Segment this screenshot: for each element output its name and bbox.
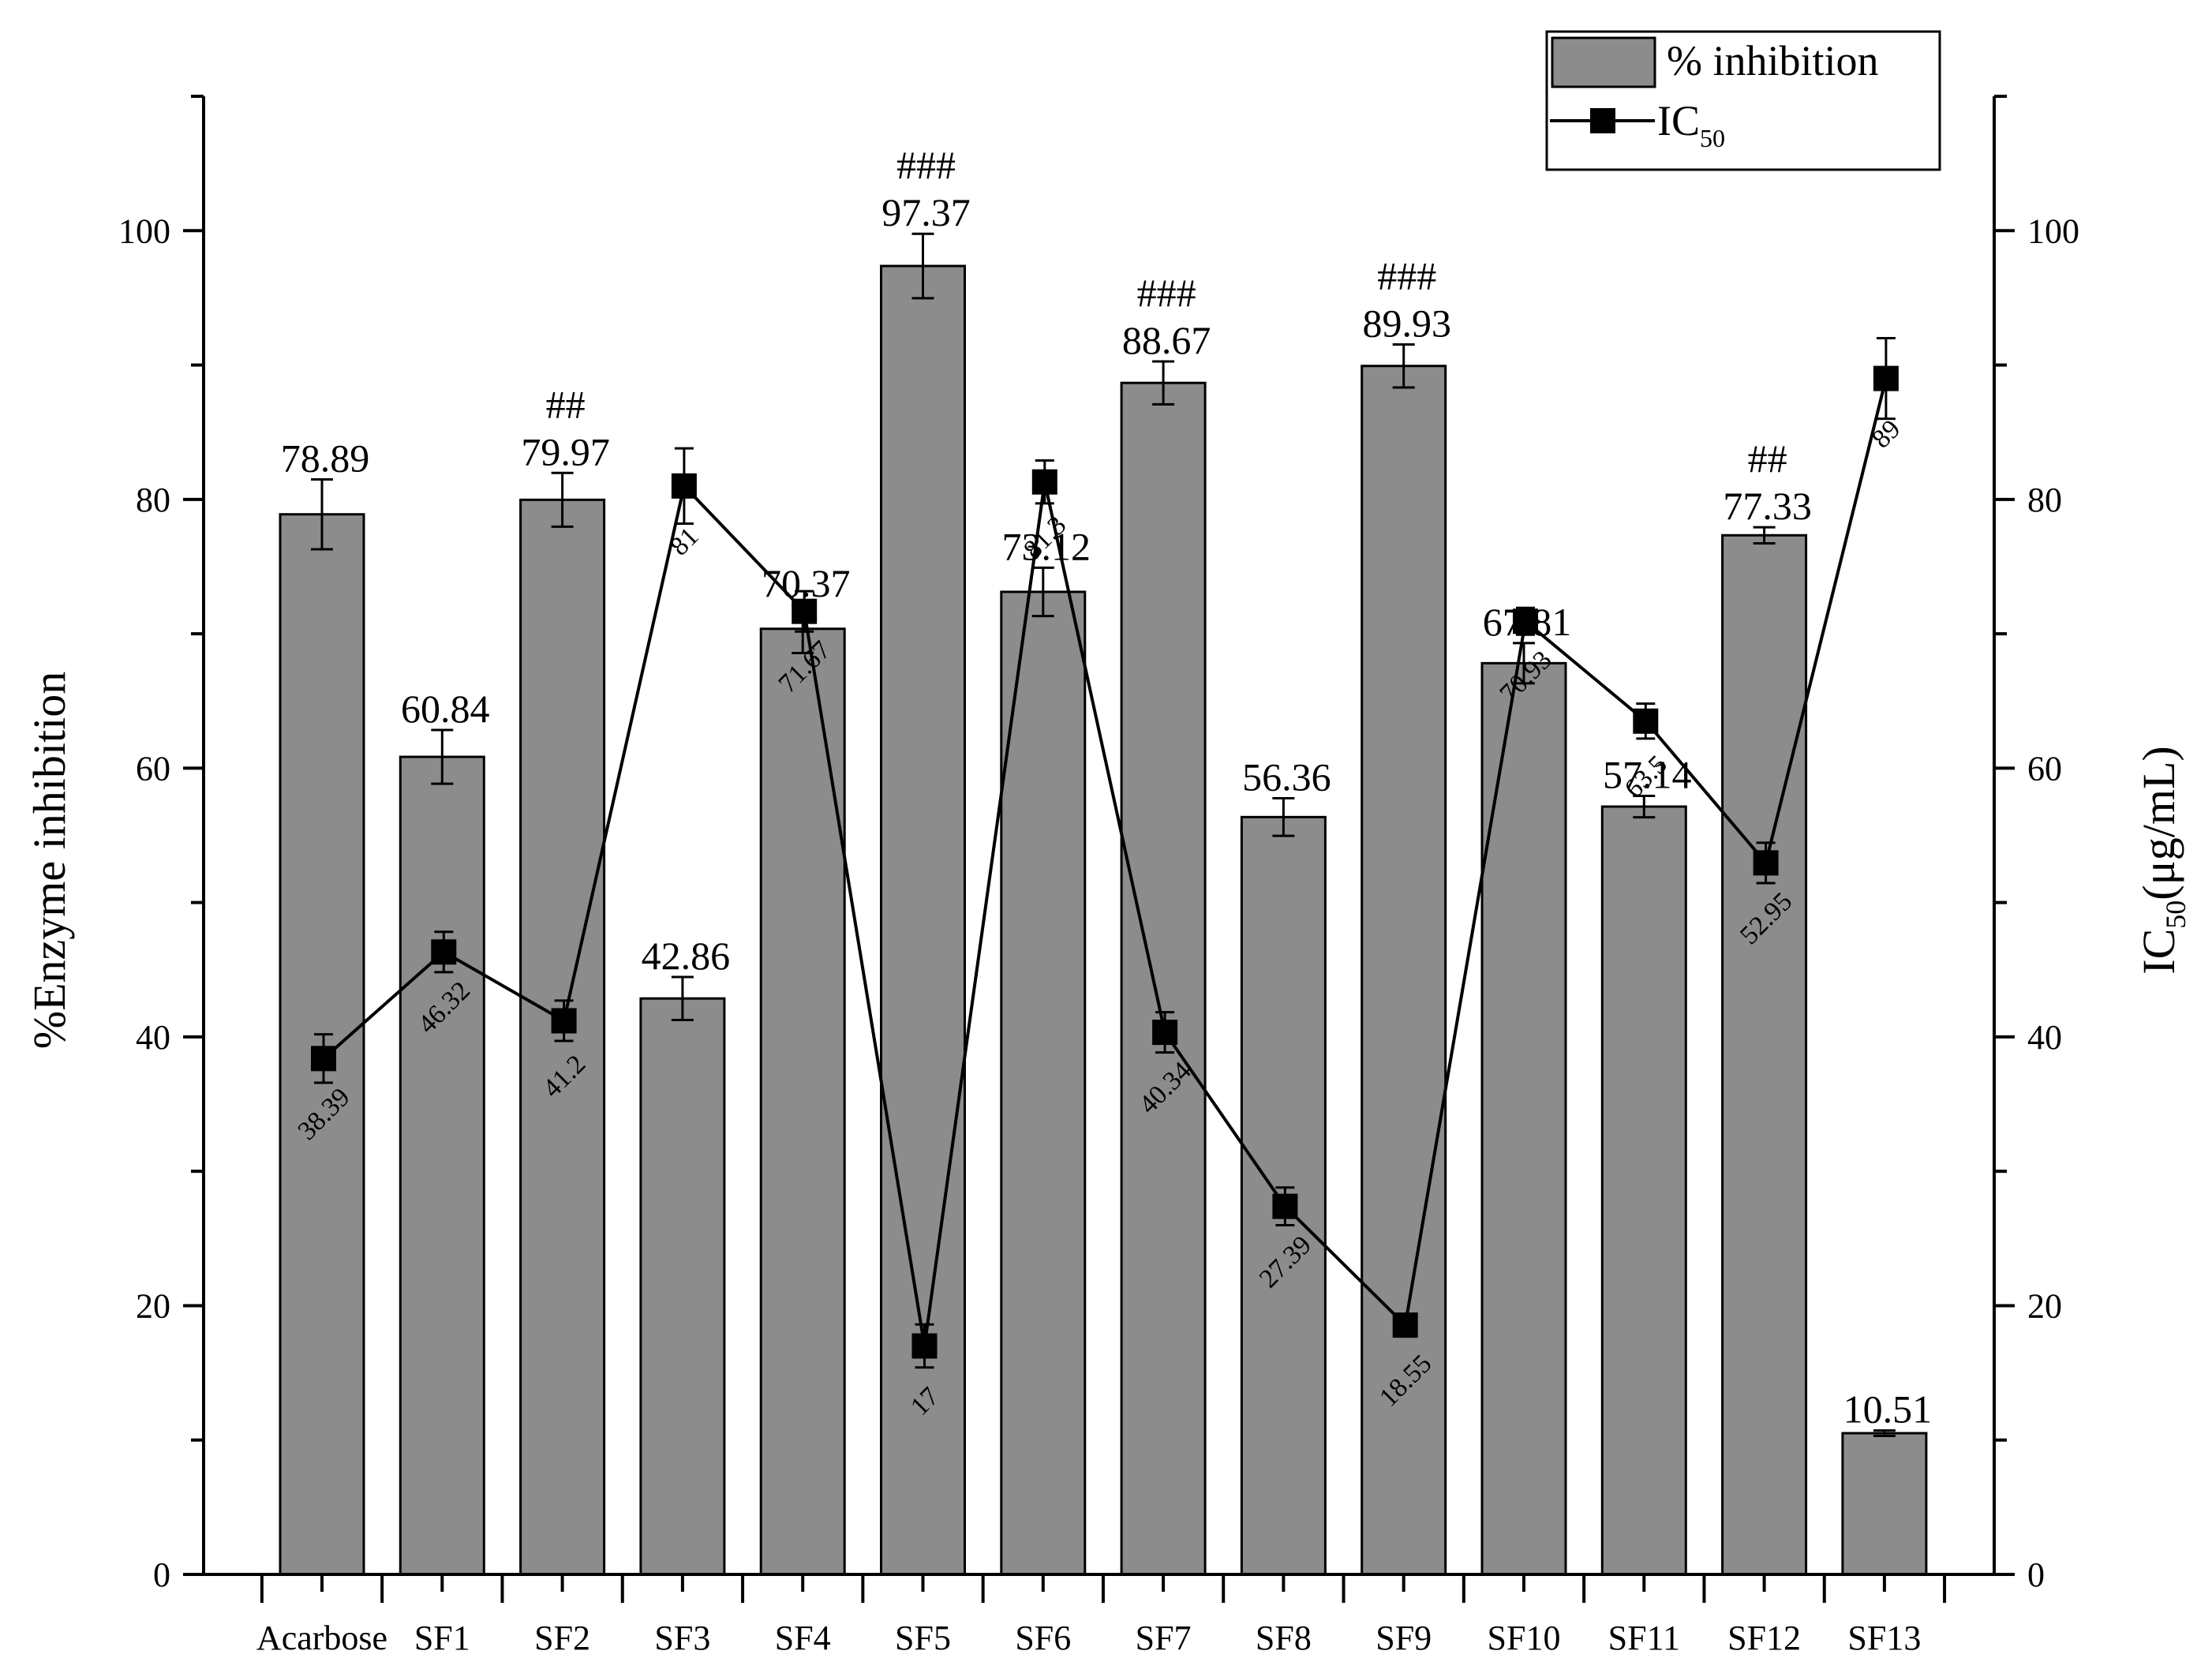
ic50-point-SF4 bbox=[792, 598, 818, 624]
ic50-point-SF9 bbox=[1392, 1312, 1418, 1338]
bar-value-label: 78.89 bbox=[281, 436, 370, 480]
bar-value-label: 97.37 bbox=[881, 190, 971, 234]
bar-value-label: 77.33 bbox=[1723, 484, 1812, 528]
bar-SF12 bbox=[1721, 533, 1808, 1576]
x-category-label: SF2 bbox=[534, 1619, 590, 1657]
x-category-label: SF7 bbox=[1136, 1619, 1192, 1657]
ic50-point-SF10 bbox=[1513, 608, 1538, 634]
x-category-label: SF9 bbox=[1375, 1619, 1432, 1657]
ic50-point-SF2 bbox=[551, 1008, 577, 1034]
bar-SF5 bbox=[880, 264, 966, 1576]
x-category-label: SF6 bbox=[1015, 1619, 1071, 1657]
x-category-label: Acarbose bbox=[256, 1619, 387, 1657]
axes-layer: 0 20 40 60 80 100 0 20 40 60 80 100 Acarbose SF1 SF2 SF… bbox=[118, 95, 2079, 1657]
bar-SF11 bbox=[1600, 805, 1687, 1576]
ic50-series-line bbox=[322, 378, 1888, 1346]
significance-label: ### bbox=[896, 143, 956, 187]
y-tick-label: 0 bbox=[153, 1555, 170, 1594]
bar-value-label: 73.12 bbox=[1002, 524, 1091, 568]
ic50-point-SF3 bbox=[671, 473, 697, 499]
x-category-label: SF8 bbox=[1256, 1619, 1312, 1657]
bar-value-label: 79.97 bbox=[521, 429, 610, 474]
ic50-line-layer bbox=[311, 336, 1899, 1369]
legend: % inhibition IC50 bbox=[1545, 30, 1941, 171]
legend-line-label-main: IC bbox=[1657, 97, 1700, 144]
y-tick-label: 80 bbox=[136, 481, 170, 519]
bar-SF1 bbox=[399, 755, 485, 1576]
x-category-label: SF12 bbox=[1727, 1619, 1801, 1657]
legend-line-label: IC50 bbox=[1657, 97, 1725, 152]
significance-label: ## bbox=[546, 382, 586, 426]
y2-tick-label: 40 bbox=[2027, 1018, 2062, 1057]
bar-SF3 bbox=[639, 997, 726, 1576]
y2-tick-label: 60 bbox=[2027, 749, 2062, 788]
y2-tick-label: 20 bbox=[2027, 1286, 2062, 1325]
ic50-point-SF13 bbox=[1873, 365, 1899, 391]
y-tick-label: 20 bbox=[136, 1286, 170, 1325]
bar-SF13 bbox=[1841, 1432, 1928, 1576]
bar-value-label: 56.36 bbox=[1242, 755, 1331, 799]
bar-SF6 bbox=[1000, 590, 1087, 1576]
x-category-label: SF10 bbox=[1488, 1619, 1561, 1657]
x-category-label: SF1 bbox=[414, 1619, 470, 1657]
y2-axis-title-unit: (μg/mL) bbox=[2133, 746, 2184, 900]
legend-bar-swatch bbox=[1551, 36, 1656, 88]
y2-tick-label: 0 bbox=[2027, 1555, 2045, 1594]
legend-bar-label: % inhibition bbox=[1667, 37, 1879, 84]
y-axis-title: %Enzyme inhibition bbox=[24, 672, 75, 1049]
y2-tick-label: 100 bbox=[2027, 211, 2079, 250]
bar-value-label: 57.14 bbox=[1603, 752, 1692, 796]
bar-SF7 bbox=[1120, 381, 1207, 1576]
y2-axis-title-sub: 50 bbox=[2160, 900, 2191, 929]
x-category-label: SF11 bbox=[1608, 1619, 1680, 1657]
ic50-point-Acarbose bbox=[311, 1046, 336, 1072]
x-category-label: SF13 bbox=[1847, 1619, 1921, 1657]
ic50-point-SF8 bbox=[1272, 1193, 1298, 1219]
ic50-point-SF11 bbox=[1633, 708, 1659, 734]
bar-value-label: 67.81 bbox=[1483, 600, 1572, 644]
legend-line-label-sub: 50 bbox=[1700, 124, 1725, 152]
ic50-point-SF7 bbox=[1152, 1020, 1178, 1046]
x-category-label: SF3 bbox=[654, 1619, 710, 1657]
ic50-point-SF12 bbox=[1753, 850, 1779, 876]
ic50-point-SF1 bbox=[431, 939, 457, 965]
bar-SF10 bbox=[1480, 661, 1567, 1576]
y2-tick-label: 80 bbox=[2027, 481, 2062, 519]
ic50-point-SF5 bbox=[911, 1333, 938, 1359]
y-tick-label: 60 bbox=[136, 749, 170, 788]
significance-label: ### bbox=[1137, 271, 1196, 315]
y-tick-label: 40 bbox=[136, 1018, 170, 1057]
ic50-value-label: 81 bbox=[664, 522, 704, 561]
y-tick-label: 100 bbox=[118, 211, 170, 250]
y2-axis-title: IC50(μg/mL) bbox=[2133, 746, 2191, 974]
bar-value-label: 88.67 bbox=[1122, 318, 1211, 362]
legend-line-marker bbox=[1590, 108, 1615, 133]
bar-SF2 bbox=[519, 498, 606, 1576]
bar-Acarbose bbox=[279, 513, 365, 1576]
y2-axis-title-main: IC bbox=[2133, 929, 2184, 975]
bar-value-label: 70.37 bbox=[762, 561, 851, 605]
bar-SF4 bbox=[759, 627, 846, 1576]
x-category-label: SF5 bbox=[895, 1619, 951, 1657]
bar-value-label: 10.51 bbox=[1843, 1387, 1933, 1432]
significance-label: ### bbox=[1377, 253, 1436, 298]
bar-value-label: 42.86 bbox=[642, 934, 731, 978]
bar-value-label: 60.84 bbox=[401, 687, 490, 731]
significance-label: ## bbox=[1748, 436, 1787, 481]
x-category-label: SF4 bbox=[775, 1619, 831, 1657]
ic50-value-label: 89 bbox=[1866, 414, 1906, 454]
ic50-point-SF6 bbox=[1031, 469, 1057, 495]
bar-value-label: 89.93 bbox=[1362, 301, 1451, 345]
